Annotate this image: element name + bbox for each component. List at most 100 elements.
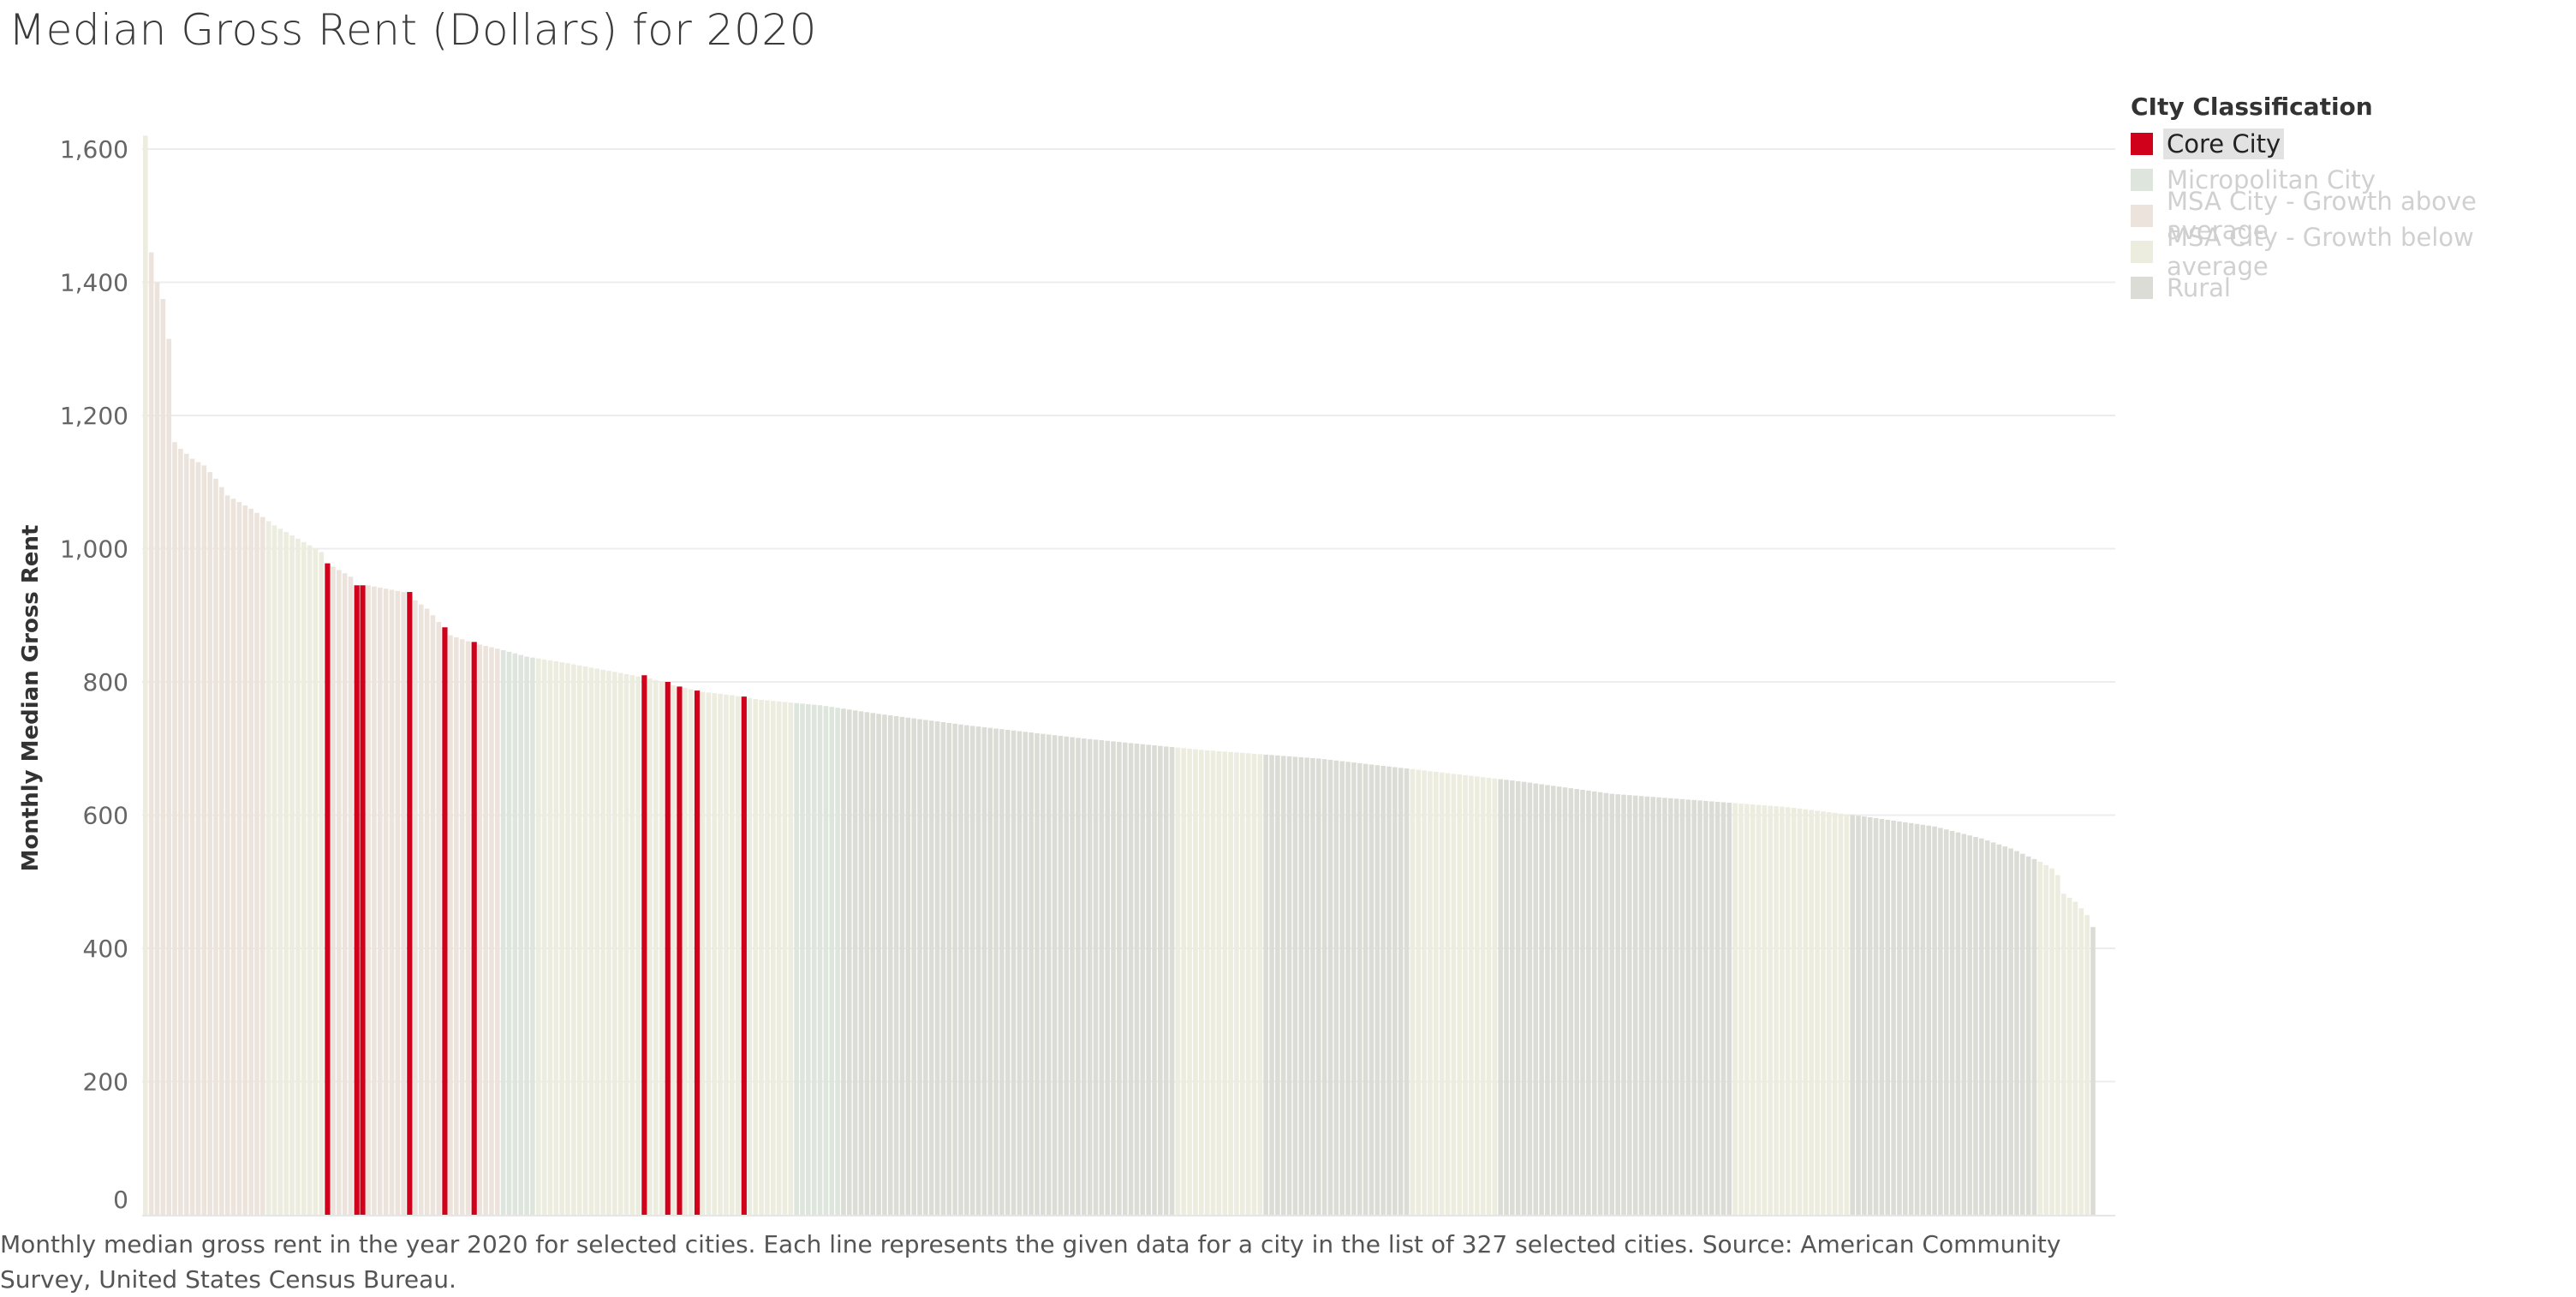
bar[interactable] [1169, 747, 1175, 1215]
bar[interactable] [1082, 738, 1087, 1215]
bar[interactable] [1515, 780, 1521, 1215]
bar[interactable] [899, 716, 905, 1215]
bar[interactable] [576, 665, 582, 1215]
bar[interactable] [236, 502, 242, 1215]
bar[interactable] [588, 667, 594, 1215]
bar[interactable] [1885, 819, 1891, 1215]
bar[interactable] [1673, 798, 1679, 1215]
bar[interactable] [635, 676, 641, 1215]
bar[interactable] [600, 669, 605, 1215]
bar[interactable] [1703, 800, 1708, 1215]
bar[interactable] [1239, 752, 1245, 1215]
bar[interactable] [2078, 908, 2084, 1215]
bar[interactable] [1204, 750, 1210, 1215]
bar[interactable] [2025, 856, 2031, 1215]
bar[interactable] [459, 639, 465, 1215]
bar[interactable] [1815, 810, 1820, 1215]
bar[interactable] [1744, 804, 1750, 1215]
bar[interactable] [817, 705, 823, 1215]
bar[interactable] [1556, 786, 1562, 1215]
legend-item[interactable]: Rural [2131, 270, 2576, 306]
bar[interactable] [1943, 829, 1949, 1215]
bar[interactable] [911, 718, 916, 1215]
bar[interactable] [230, 499, 236, 1215]
bar[interactable] [430, 615, 436, 1215]
bar[interactable] [1310, 757, 1315, 1215]
bar[interactable] [1504, 780, 1509, 1215]
legend-item[interactable]: MSA City - Growth below average [2131, 223, 2576, 281]
bar[interactable] [905, 717, 911, 1215]
bar[interactable] [565, 663, 570, 1215]
bar[interactable] [870, 713, 875, 1215]
bar[interactable] [718, 694, 723, 1215]
bar[interactable] [1140, 744, 1146, 1215]
bar[interactable] [1457, 774, 1462, 1215]
bar[interactable] [1380, 765, 1386, 1215]
legend-item[interactable]: Core City [2131, 126, 2576, 162]
bar[interactable] [776, 701, 782, 1215]
bar-core-city[interactable] [641, 675, 647, 1215]
bar[interactable] [835, 708, 840, 1215]
bar[interactable] [1134, 744, 1140, 1215]
bar[interactable] [782, 702, 788, 1215]
bar[interactable] [1844, 814, 1850, 1215]
bar-core-city[interactable] [325, 563, 331, 1215]
bar[interactable] [1498, 779, 1503, 1215]
bar[interactable] [923, 720, 928, 1215]
bar[interactable] [1058, 735, 1064, 1215]
bar[interactable] [530, 657, 535, 1215]
bar[interactable] [975, 726, 981, 1215]
bar[interactable] [1762, 805, 1768, 1215]
bar[interactable] [143, 135, 148, 1216]
bar[interactable] [1562, 787, 1568, 1215]
bar[interactable] [1990, 842, 1996, 1215]
bar[interactable] [1064, 736, 1070, 1215]
bar[interactable] [183, 453, 189, 1215]
bar[interactable] [858, 711, 864, 1215]
bar[interactable] [1011, 730, 1017, 1215]
bar[interactable] [1586, 790, 1591, 1215]
bar[interactable] [1856, 816, 1861, 1215]
bar[interactable] [1510, 780, 1515, 1215]
bar[interactable] [489, 647, 494, 1215]
bar[interactable] [1850, 815, 1855, 1215]
bar[interactable] [823, 706, 829, 1215]
bar[interactable] [1175, 747, 1181, 1215]
bar[interactable] [465, 641, 471, 1215]
bar[interactable] [1903, 822, 1908, 1215]
bar-core-city[interactable] [354, 585, 360, 1215]
bar[interactable] [689, 689, 694, 1215]
legend-item[interactable]: MSA City - Growth above average [2131, 187, 2576, 245]
bar[interactable] [887, 715, 893, 1215]
bar[interactable] [1005, 729, 1011, 1215]
bar[interactable] [219, 487, 224, 1215]
bar[interactable] [260, 517, 265, 1215]
bar[interactable] [1093, 739, 1099, 1215]
bar[interactable] [2055, 875, 2060, 1215]
bar[interactable] [1668, 798, 1673, 1215]
bar[interactable] [301, 541, 307, 1215]
bar[interactable] [841, 708, 846, 1215]
bar[interactable] [1345, 762, 1351, 1215]
bar[interactable] [331, 566, 336, 1215]
bar[interactable] [166, 338, 171, 1216]
bar[interactable] [1973, 836, 1978, 1215]
bar[interactable] [1463, 774, 1468, 1215]
bar[interactable] [1152, 745, 1157, 1215]
bar[interactable] [1551, 786, 1556, 1215]
bar-core-city[interactable] [407, 592, 413, 1215]
bar[interactable] [724, 694, 729, 1215]
bar[interactable] [413, 600, 418, 1215]
bar[interactable] [1275, 755, 1280, 1215]
bar[interactable] [1445, 773, 1451, 1215]
bar[interactable] [1574, 789, 1579, 1215]
bar[interactable] [829, 707, 835, 1215]
bar[interactable] [753, 698, 758, 1215]
bar-core-city[interactable] [741, 696, 747, 1215]
bar[interactable] [160, 298, 166, 1216]
bar[interactable] [594, 668, 600, 1215]
bar-core-city[interactable] [442, 627, 448, 1215]
bar[interactable] [1052, 735, 1058, 1215]
bar[interactable] [283, 532, 289, 1215]
bar[interactable] [864, 712, 870, 1215]
